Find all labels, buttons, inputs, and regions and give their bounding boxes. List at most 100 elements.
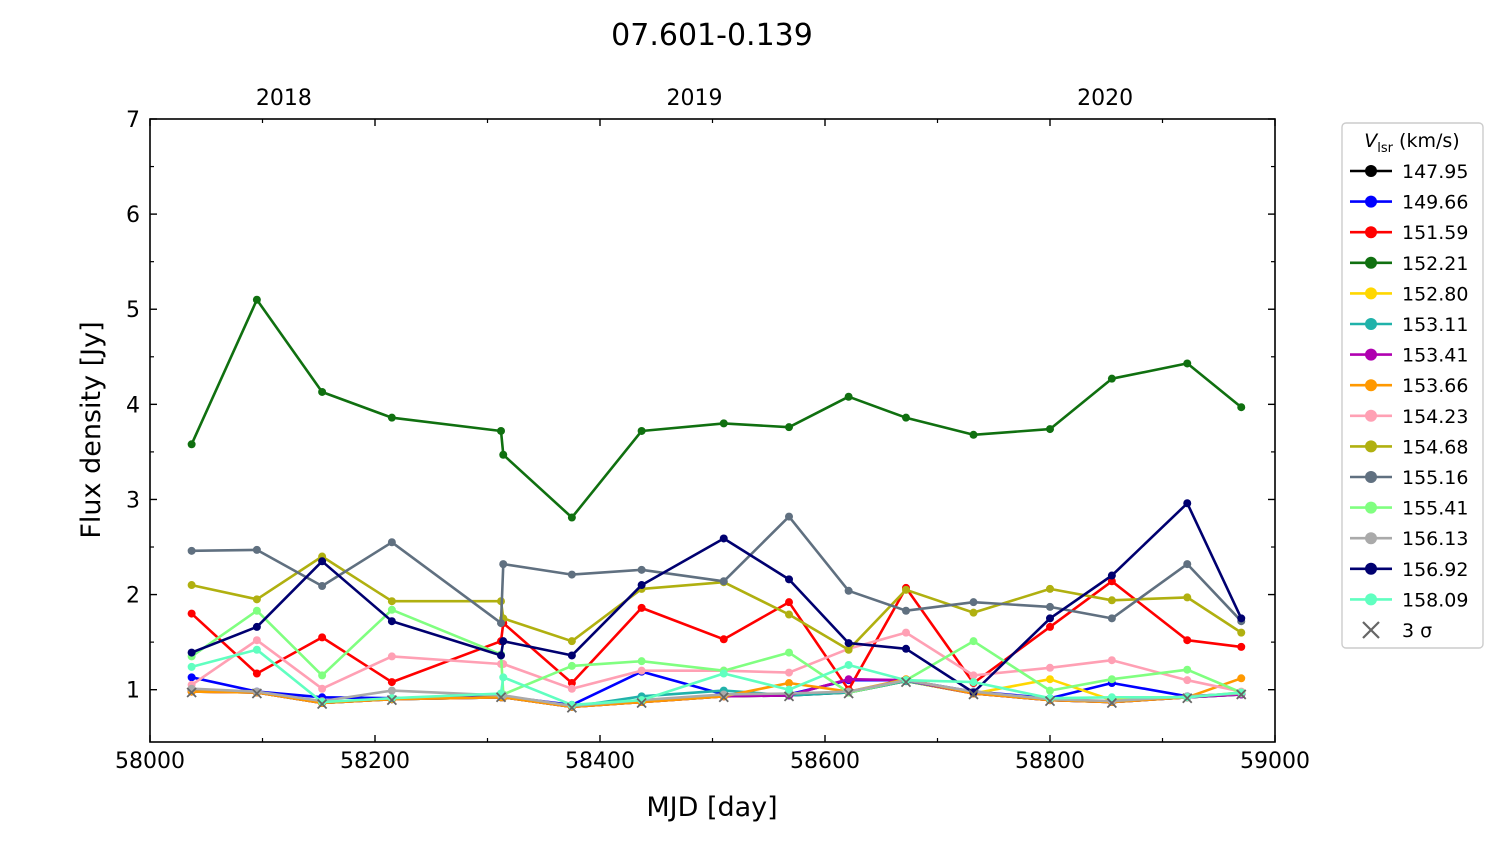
data-point	[387, 686, 396, 695]
data-point	[1107, 675, 1116, 684]
legend-item-155.41: 155.41	[1350, 498, 1468, 520]
upper-limit-marker	[1106, 697, 1118, 709]
series-layer	[187, 295, 1246, 711]
data-point	[318, 557, 327, 566]
data-point	[719, 577, 728, 586]
data-point	[567, 651, 576, 660]
data-point	[567, 637, 576, 646]
legend-label: 156.92	[1402, 559, 1468, 581]
y-tick-label: 6	[126, 203, 140, 228]
legend-title-main: V	[1364, 130, 1379, 152]
data-point	[719, 419, 728, 428]
series-line	[190, 298, 1243, 519]
data-point	[902, 644, 910, 653]
data-point	[719, 534, 728, 543]
x-axis-ticks: 58000 58200 58400 58600 58800 59000	[115, 119, 1310, 774]
data-point	[844, 639, 853, 648]
data-point	[187, 648, 196, 657]
upper-limit-stroke	[566, 702, 578, 713]
top-axis-ticks: 2018 2019 2020	[256, 86, 1133, 111]
data-point	[785, 648, 793, 657]
series-line	[191, 515, 1243, 625]
legend-title-sub: lsr	[1377, 141, 1393, 156]
data-point	[252, 606, 261, 615]
y-tick-label: 3	[126, 488, 140, 513]
data-point	[637, 581, 646, 590]
data-point	[719, 635, 728, 644]
data-point	[637, 426, 646, 435]
data-point	[844, 392, 853, 401]
legend-limit-stroke	[1362, 621, 1380, 639]
legend-swatch-marker	[1365, 287, 1377, 300]
series-line	[190, 579, 1242, 692]
data-point	[1107, 596, 1116, 605]
data-point	[187, 609, 196, 618]
legend-item-153.66: 153.66	[1350, 375, 1468, 397]
plot-frame	[149, 118, 1276, 743]
data-point	[785, 512, 793, 521]
data-point	[318, 671, 327, 680]
legend-swatch-marker	[1365, 348, 1377, 361]
data-point	[1237, 614, 1246, 623]
data-point	[1237, 674, 1246, 683]
y-axis-label: Flux density [Jy]	[76, 321, 107, 538]
data-point	[318, 387, 327, 396]
data-point	[844, 586, 853, 595]
legend-swatch-marker	[1365, 226, 1377, 239]
data-point	[567, 570, 576, 579]
legend-label: 152.80	[1402, 283, 1468, 305]
data-point	[1107, 577, 1116, 586]
series-154.68	[187, 552, 1246, 654]
top-tick-label: 2020	[1077, 86, 1133, 111]
data-point	[1183, 593, 1192, 602]
data-point	[844, 675, 853, 684]
series-154.23	[187, 628, 1246, 696]
data-point	[387, 694, 396, 703]
upper-limit-layer	[186, 676, 1247, 713]
data-point	[1183, 499, 1192, 508]
data-point	[902, 676, 910, 685]
x-tick-label: 59000	[1240, 749, 1310, 774]
data-point	[785, 610, 793, 619]
data-point	[785, 598, 793, 607]
data-point	[1046, 614, 1054, 623]
data-point	[497, 426, 505, 435]
upper-limit-stroke	[251, 688, 263, 699]
upper-limit-marker	[1044, 695, 1056, 707]
legend-label: 155.41	[1402, 498, 1468, 520]
data-point	[844, 687, 853, 696]
data-point	[567, 684, 576, 693]
data-point	[1237, 628, 1246, 637]
data-point	[969, 598, 978, 607]
upper-limit-stroke	[636, 697, 647, 709]
data-point	[499, 637, 508, 646]
data-point	[969, 637, 978, 646]
legend-item-151.59: 151.59	[1350, 222, 1468, 244]
y-tick-label: 4	[126, 393, 140, 418]
upper-limit-stroke	[1182, 693, 1193, 704]
upper-limit-stroke	[1044, 695, 1056, 707]
y-axis-ticks: 1 2 3 4 5 6 7	[126, 108, 1275, 704]
upper-limit-marker	[1236, 689, 1247, 700]
legend-item-153.11: 153.11	[1350, 314, 1468, 336]
legend-frame	[1341, 122, 1484, 649]
data-point	[318, 633, 327, 642]
data-point	[1046, 686, 1054, 695]
upper-limit-stroke	[843, 688, 854, 699]
legend-swatch-marker	[1365, 562, 1377, 575]
data-point	[844, 660, 853, 669]
legend-item-153.41: 153.41	[1350, 345, 1468, 367]
data-point	[1107, 374, 1116, 383]
upper-limit-marker	[783, 691, 795, 702]
upper-limit-marker	[495, 692, 507, 703]
data-point	[1046, 425, 1054, 434]
data-point	[187, 440, 196, 449]
y-tick-label: 1	[126, 679, 140, 704]
legend-label: 158.09	[1402, 589, 1468, 611]
data-point	[567, 679, 576, 688]
data-point	[499, 673, 508, 682]
x-tick-label: 58400	[565, 749, 635, 774]
x-tick-label: 58800	[1015, 749, 1085, 774]
data-point	[387, 605, 396, 614]
